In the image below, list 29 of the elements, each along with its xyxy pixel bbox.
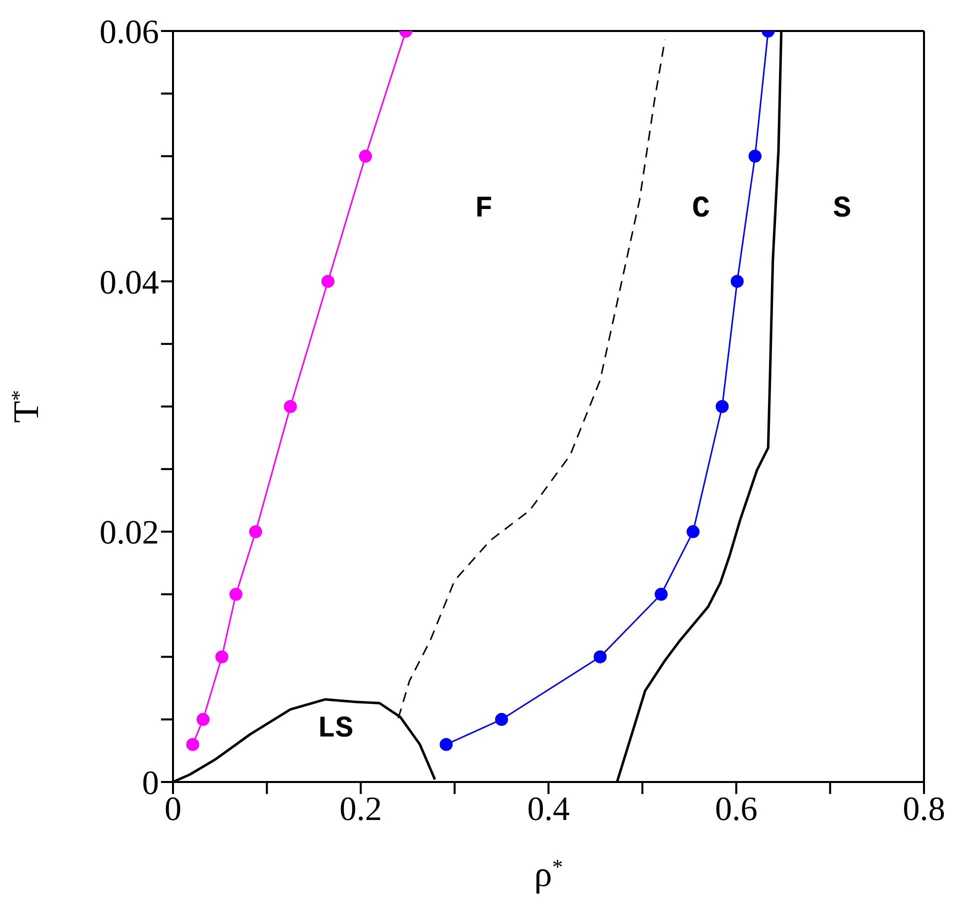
- point: [186, 738, 200, 751]
- point: [495, 712, 508, 726]
- point: [229, 588, 242, 601]
- point: [196, 712, 210, 726]
- point: [249, 525, 262, 538]
- point: [654, 588, 668, 601]
- point: [284, 400, 297, 413]
- annotation: S: [833, 192, 852, 227]
- point: [440, 738, 453, 751]
- x-tick-label: 0.8: [902, 791, 946, 828]
- point: [686, 525, 700, 538]
- x-tick-label: 0.4: [527, 791, 570, 828]
- x-tick-label: 0.2: [340, 791, 382, 828]
- y-tick-label: 0: [142, 765, 159, 802]
- y-tick-label: 0.06: [100, 14, 159, 52]
- point: [358, 150, 372, 163]
- point: [716, 400, 729, 413]
- point: [215, 650, 228, 664]
- annotation: LS: [317, 712, 354, 746]
- point: [730, 274, 744, 288]
- point: [594, 650, 607, 664]
- y-tick-label: 0.04: [100, 264, 159, 302]
- point: [321, 274, 334, 288]
- y-tick-label: 0.02: [100, 514, 159, 552]
- annotation: C: [692, 192, 710, 227]
- point: [748, 150, 762, 163]
- annotation: F: [474, 192, 493, 227]
- x-axis-title: ρ$^{*}$: [534, 854, 563, 894]
- x-tick-label: 0.6: [715, 791, 758, 828]
